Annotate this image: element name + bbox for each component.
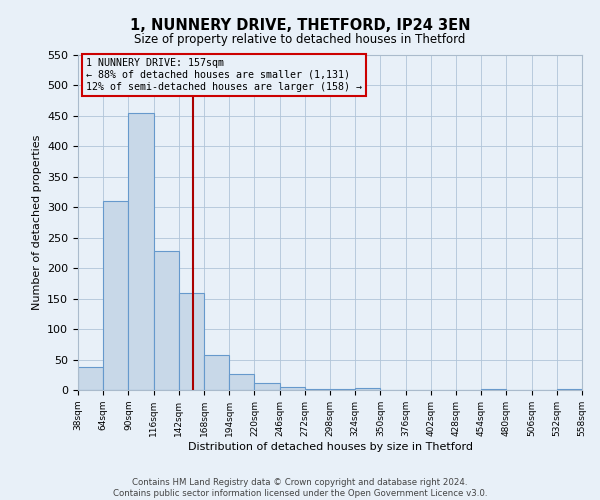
Bar	[254, 382, 280, 390]
Text: Contains HM Land Registry data © Crown copyright and database right 2024.
Contai: Contains HM Land Registry data © Crown c…	[113, 478, 487, 498]
Bar	[103, 201, 128, 390]
Bar	[229, 374, 254, 390]
Bar	[557, 389, 582, 390]
X-axis label: Distribution of detached houses by size in Thetford: Distribution of detached houses by size …	[187, 442, 473, 452]
Bar	[204, 356, 229, 390]
Text: Size of property relative to detached houses in Thetford: Size of property relative to detached ho…	[134, 32, 466, 46]
Y-axis label: Number of detached properties: Number of detached properties	[32, 135, 41, 310]
Text: 1, NUNNERY DRIVE, THETFORD, IP24 3EN: 1, NUNNERY DRIVE, THETFORD, IP24 3EN	[130, 18, 470, 32]
Bar	[78, 367, 103, 390]
Text: 1 NUNNERY DRIVE: 157sqm
← 88% of detached houses are smaller (1,131)
12% of semi: 1 NUNNERY DRIVE: 157sqm ← 88% of detache…	[86, 58, 362, 92]
Bar	[179, 292, 204, 390]
Bar	[481, 389, 506, 390]
Bar	[128, 113, 154, 390]
Bar	[330, 389, 355, 390]
Bar	[355, 388, 380, 390]
Bar	[154, 251, 179, 390]
Bar	[305, 389, 330, 390]
Bar	[280, 387, 305, 390]
